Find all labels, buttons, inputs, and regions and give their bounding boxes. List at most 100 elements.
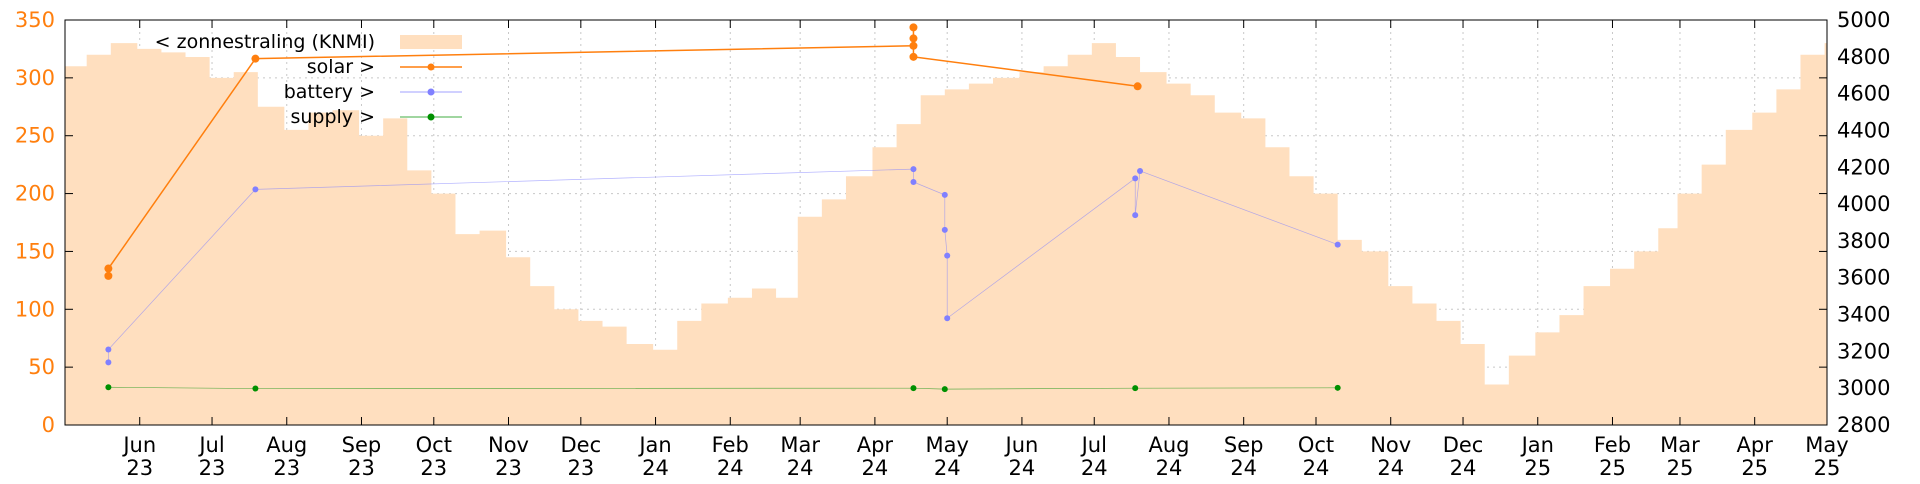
x-tick-year: 24: [1303, 456, 1330, 480]
x-tick-month: Jun: [1004, 433, 1039, 457]
x-tick-year: 23: [348, 456, 375, 480]
y-right-tick-label: 4000: [1837, 192, 1890, 216]
x-tick-month: Oct: [1298, 433, 1334, 457]
data-point: [104, 264, 113, 273]
legend-swatch: [400, 35, 462, 49]
x-tick-month: Nov: [1370, 433, 1411, 457]
x-tick-year: 24: [1450, 456, 1477, 480]
y-right-tick-label: 3400: [1837, 303, 1890, 327]
x-tick-month: Mar: [1660, 433, 1700, 457]
x-tick-month: Feb: [1594, 433, 1631, 457]
x-tick-year: 25: [1599, 456, 1626, 480]
legend-label: supply >: [290, 106, 375, 128]
data-point: [941, 191, 948, 198]
y-right-tick-label: 4600: [1837, 82, 1890, 106]
data-point: [909, 52, 918, 61]
legend-label: battery >: [284, 81, 375, 103]
y-left-tick-label: 350: [15, 8, 55, 32]
x-tick-year: 23: [495, 456, 522, 480]
legend-marker: [427, 88, 435, 96]
data-point: [252, 186, 259, 193]
x-tick-month: Apr: [857, 433, 894, 457]
x-tick-month: Jul: [1080, 433, 1107, 457]
legend-label: solar >: [307, 56, 375, 78]
x-tick-month: Aug: [1148, 433, 1189, 457]
legend-marker: [427, 63, 435, 71]
y-left-tick-label: 250: [15, 124, 55, 148]
y-right-tick-label: 4400: [1837, 118, 1890, 142]
data-point: [1334, 241, 1341, 248]
x-tick-month: Feb: [712, 433, 749, 457]
y-left-tick-label: 300: [15, 66, 55, 90]
x-tick-year: 24: [1156, 456, 1183, 480]
data-point: [1334, 384, 1341, 391]
plot-frame: [64, 19, 1828, 426]
x-tick-year: 25: [1667, 456, 1694, 480]
legend-label: < zonnestraling (KNMI): [155, 31, 375, 53]
y-right-tick-label: 4800: [1837, 45, 1890, 69]
x-tick-year: 25: [1741, 456, 1768, 480]
data-point: [941, 226, 948, 233]
y-left-tick-label: 200: [15, 182, 55, 206]
x-tick-year: 24: [787, 456, 814, 480]
x-tick-month: Aug: [266, 433, 307, 457]
data-point: [251, 54, 260, 63]
x-tick-month: Apr: [1737, 433, 1774, 457]
x-tick-month: Mar: [780, 433, 820, 457]
y-left-tick-label: 150: [15, 239, 55, 263]
data-point: [104, 271, 113, 280]
y-right-tick-label: 3000: [1837, 376, 1890, 400]
data-point: [910, 385, 917, 392]
legend-marker: [427, 113, 435, 121]
x-tick-year: 24: [1081, 456, 1108, 480]
x-tick-year: 23: [273, 456, 300, 480]
legend: < zonnestraling (KNMI) solar > battery > su…: [155, 31, 462, 128]
line-series: [104, 23, 1341, 393]
data-point: [909, 23, 918, 32]
data-point: [909, 34, 918, 43]
x-tick-month: Jan: [1520, 433, 1554, 457]
data-point: [105, 359, 112, 366]
y-left-tick-label: 0: [42, 413, 55, 437]
data-point: [944, 252, 951, 259]
y-right-tick-label: 2800: [1837, 413, 1890, 437]
x-tick-year: 24: [1230, 456, 1257, 480]
x-tick-month: Jun: [121, 433, 156, 457]
x-tick-year: 24: [934, 456, 961, 480]
y-left-tick-label: 50: [28, 355, 55, 379]
x-tick-month: May: [925, 433, 968, 457]
x-tick-month: Dec: [561, 433, 602, 457]
y-right-tick-label: 4200: [1837, 155, 1890, 179]
y-right-tick-label: 3800: [1837, 229, 1890, 253]
x-tick-month: Dec: [1443, 433, 1484, 457]
x-tick-month: Jan: [637, 433, 671, 457]
data-point: [105, 346, 112, 353]
data-point: [1137, 167, 1144, 174]
x-tick-month: Oct: [416, 433, 452, 457]
x-tick-year: 23: [126, 456, 153, 480]
data-point: [944, 315, 951, 322]
data-point: [1133, 82, 1142, 91]
data-point: [910, 166, 917, 173]
x-tick-year: 24: [717, 456, 744, 480]
y-left-tick-label: 100: [15, 297, 55, 321]
series-line: [108, 386, 1338, 390]
x-tick-year: 24: [1009, 456, 1036, 480]
data-point: [1132, 385, 1139, 392]
x-tick-month: Sep: [1224, 433, 1264, 457]
y-right-tick-label: 3200: [1837, 339, 1890, 363]
y-right-tick-label: 3600: [1837, 266, 1890, 290]
data-point: [105, 384, 112, 391]
x-tick-month: Sep: [342, 433, 382, 457]
x-tick-month: May: [1805, 433, 1848, 457]
x-tick-year: 25: [1524, 456, 1551, 480]
x-tick-year: 25: [1814, 456, 1841, 480]
data-point: [909, 41, 918, 50]
data-point: [252, 385, 259, 392]
y-right-tick-label: 5000: [1837, 8, 1890, 32]
x-tick-year: 24: [642, 456, 669, 480]
data-point: [1132, 175, 1139, 182]
x-tick-year: 23: [420, 456, 447, 480]
